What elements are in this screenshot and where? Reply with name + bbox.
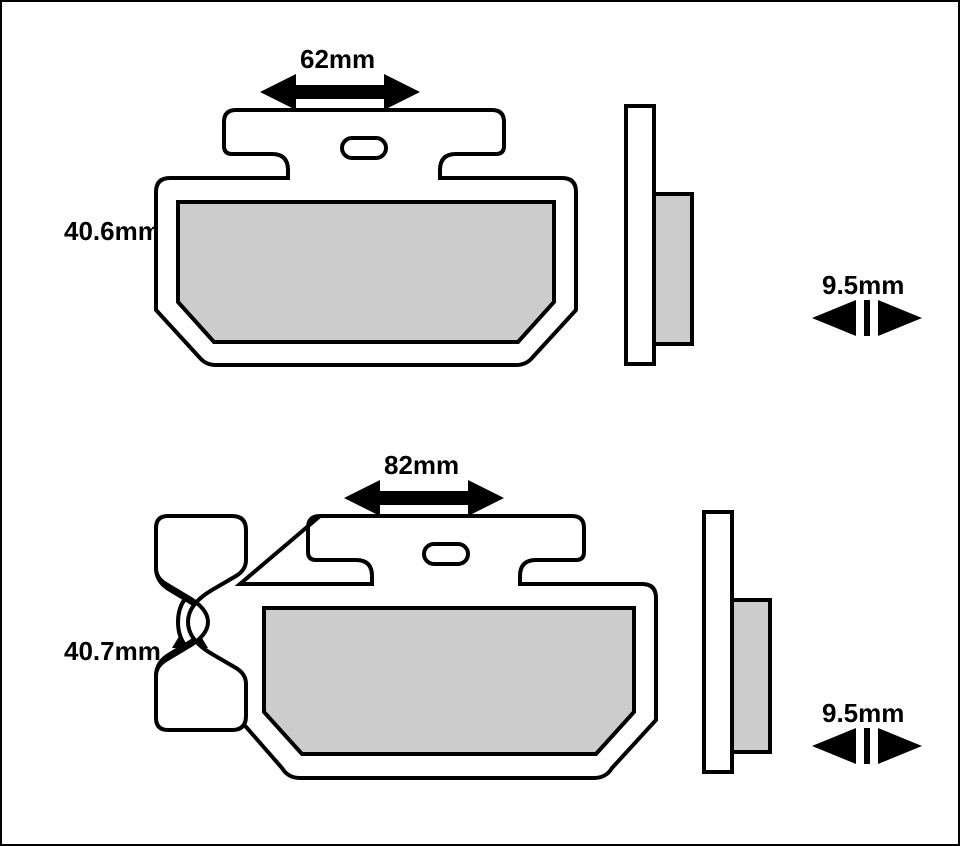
bottom-thickness-label: 9.5mm	[822, 698, 904, 729]
top-thickness-arrow	[812, 300, 922, 336]
bottom-height-label: 40.7mm	[64, 636, 161, 667]
top-height-label: 40.6mm	[64, 216, 161, 247]
bottom-pad-side	[704, 512, 774, 772]
top-width-arrow	[260, 74, 420, 110]
bottom-width-arrow	[344, 480, 504, 516]
bottom-pad-front	[156, 516, 656, 778]
bottom-thickness-arrow	[812, 728, 922, 764]
top-pad-side	[626, 106, 696, 364]
diagram-canvas: 62mm 40.6mm 9.5mm 82mm 40.7mm 9.5mm	[0, 0, 960, 846]
bottom-width-label: 82mm	[384, 450, 459, 481]
top-thickness-label: 9.5mm	[822, 270, 904, 301]
top-pad-front	[156, 110, 576, 365]
top-width-label: 62mm	[300, 44, 375, 75]
